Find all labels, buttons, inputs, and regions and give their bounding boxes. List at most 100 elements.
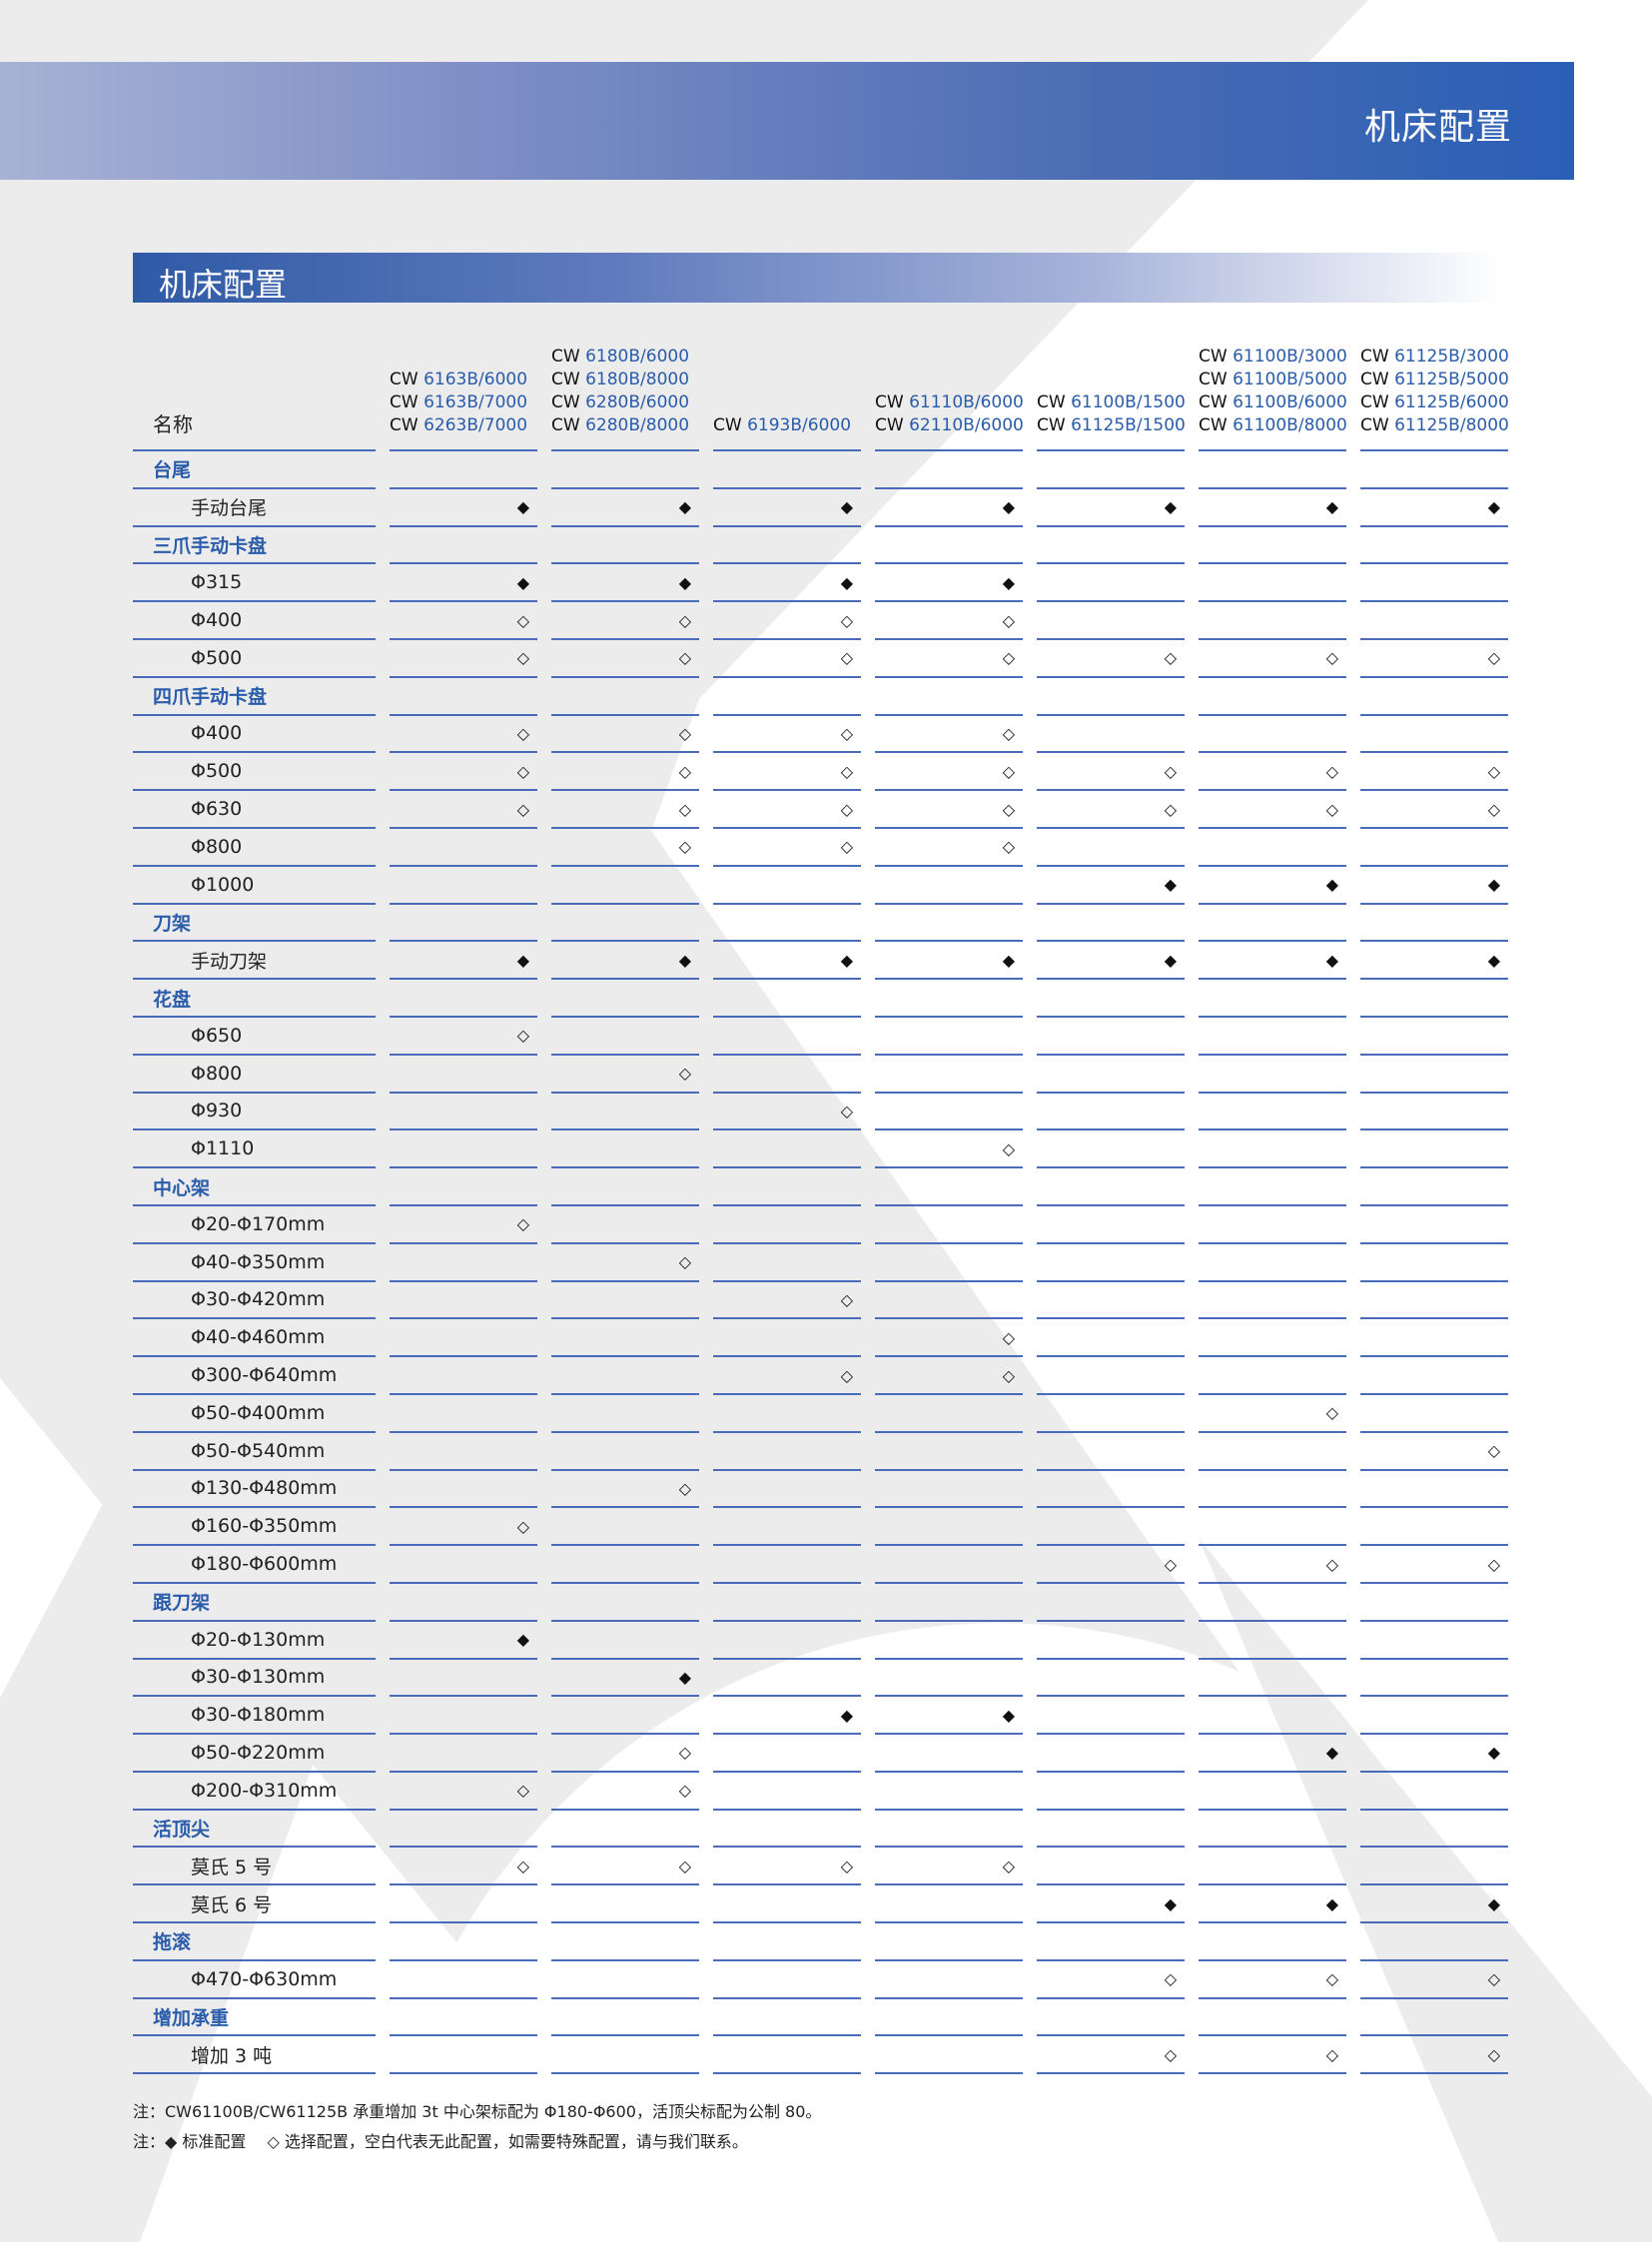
empty-cell xyxy=(1360,716,1508,754)
empty-cell xyxy=(875,678,1023,716)
item-label: Φ800 xyxy=(133,829,376,867)
item-label: Φ160-Φ350mm xyxy=(133,1508,376,1547)
model-prefix: CW xyxy=(1037,392,1072,412)
standard-config-icon: ◆ xyxy=(1037,1885,1185,1924)
table-row: Φ400 ◇ ◇ ◇ ◇ xyxy=(133,716,1508,754)
empty-cell xyxy=(1037,1282,1185,1320)
optional-config-icon: ◇ xyxy=(390,791,537,829)
empty-cell xyxy=(1199,451,1346,489)
empty-cell xyxy=(1360,1319,1508,1358)
section-row: 中心架 xyxy=(133,1168,1508,1206)
empty-cell xyxy=(875,1206,1023,1244)
empty-cell xyxy=(1360,1999,1508,2037)
optional-config-icon: ◇ xyxy=(1037,791,1185,829)
empty-cell xyxy=(713,1319,861,1358)
table-row: Φ1110 ◇ xyxy=(133,1130,1508,1169)
table-row: 莫氏 5 号 ◇ ◇ ◇ ◇ xyxy=(133,1848,1508,1886)
optional-config-icon: ◇ xyxy=(875,1848,1023,1886)
model-name: CW 6180B/8000 xyxy=(551,369,699,391)
empty-cell xyxy=(875,867,1023,905)
model-prefix: CW xyxy=(551,392,586,412)
empty-cell xyxy=(1360,829,1508,867)
empty-cell xyxy=(1037,1206,1185,1244)
empty-cell xyxy=(1037,678,1185,716)
empty-cell xyxy=(1199,1773,1346,1811)
empty-cell xyxy=(1360,1923,1508,1961)
empty-cell xyxy=(875,1773,1023,1811)
empty-cell xyxy=(1037,1433,1185,1471)
optional-config-icon: ◇ xyxy=(390,1848,537,1886)
model-prefix: CW xyxy=(551,370,586,389)
empty-cell xyxy=(1360,1094,1508,1131)
model-number: 6280B/8000 xyxy=(585,415,690,435)
table-row: Φ650 ◇ xyxy=(133,1018,1508,1056)
item-label: Φ40-Φ460mm xyxy=(133,1319,376,1358)
empty-cell xyxy=(1199,1130,1346,1169)
model-number: 6193B/6000 xyxy=(747,415,852,435)
config-table: 名称 CW 6163B/6000 CW 6163B/7000 CW 6263B/70… xyxy=(133,340,1509,2075)
empty-cell xyxy=(875,1584,1023,1622)
empty-cell xyxy=(1199,1094,1346,1131)
empty-cell xyxy=(1360,1697,1508,1736)
optional-config-icon: ◇ xyxy=(390,1508,537,1547)
table-row: Φ500 ◇ ◇ ◇ ◇ ◇ ◇ ◇ xyxy=(133,753,1508,792)
empty-cell xyxy=(1360,1584,1508,1622)
item-label: Φ20-Φ130mm xyxy=(133,1622,376,1660)
item-label: Φ30-Φ180mm xyxy=(133,1697,376,1736)
model-column-header: CW 61110B/6000 CW 62110B/6000 xyxy=(875,391,1024,451)
empty-cell xyxy=(390,1471,537,1509)
empty-cell xyxy=(1360,1130,1508,1169)
model-name: CW 6163B/7000 xyxy=(390,391,537,414)
empty-cell xyxy=(1199,564,1346,603)
empty-cell xyxy=(390,1056,537,1094)
item-label: 莫氏 6 号 xyxy=(133,1885,376,1924)
table-row: Φ1000 ◆ ◆ ◆ xyxy=(133,867,1508,905)
optional-config-icon: ◇ xyxy=(551,753,699,792)
empty-cell xyxy=(1199,1357,1346,1395)
empty-cell xyxy=(390,1923,537,1961)
empty-cell xyxy=(1199,527,1346,565)
model-number: 6163B/7000 xyxy=(423,392,528,412)
item-label: Φ130-Φ480mm xyxy=(133,1471,376,1509)
empty-cell xyxy=(390,867,537,905)
model-name: CW 61100B/1500 xyxy=(1037,391,1186,414)
model-number: 6163B/6000 xyxy=(423,370,528,389)
item-label: Φ1110 xyxy=(133,1130,376,1169)
empty-cell xyxy=(390,2036,537,2075)
empty-cell xyxy=(390,1244,537,1282)
empty-cell xyxy=(551,1584,699,1622)
empty-cell xyxy=(390,1357,537,1395)
model-prefix: CW xyxy=(1199,392,1234,412)
empty-cell xyxy=(713,1923,861,1961)
model-column-header: CW 6163B/6000 CW 6163B/7000 CW 6263B/7000 xyxy=(390,369,537,451)
item-label: Φ650 xyxy=(133,1018,376,1056)
optional-config-icon: ◇ xyxy=(1037,2036,1185,2075)
empty-cell xyxy=(713,1773,861,1811)
optional-config-icon: ◇ xyxy=(713,640,861,678)
optional-config-icon: ◇ xyxy=(875,1319,1023,1358)
standard-config-icon: ◆ xyxy=(551,942,699,981)
empty-cell xyxy=(1199,829,1346,867)
optional-config-icon: ◇ xyxy=(1199,1395,1346,1433)
item-label: 增加 3 吨 xyxy=(133,2036,376,2075)
empty-cell xyxy=(1360,1282,1508,1320)
model-name: CW 61100B/3000 xyxy=(1199,346,1347,369)
empty-cell xyxy=(1360,1056,1508,1094)
empty-cell xyxy=(713,1811,861,1849)
empty-cell xyxy=(551,1811,699,1849)
item-label: Φ400 xyxy=(133,716,376,754)
table-row: Φ200-Φ310mm ◇ ◇ xyxy=(133,1773,1508,1811)
model-name: CW 6280B/6000 xyxy=(551,391,699,414)
empty-cell xyxy=(1360,905,1508,943)
optional-config-icon: ◇ xyxy=(551,716,699,754)
optional-config-icon: ◇ xyxy=(390,640,537,678)
empty-cell xyxy=(1199,1660,1346,1698)
standard-config-icon: ◆ xyxy=(1199,942,1346,981)
model-prefix: CW xyxy=(390,370,424,389)
empty-cell xyxy=(875,1546,1023,1584)
empty-cell xyxy=(390,1433,537,1471)
item-label: Φ630 xyxy=(133,791,376,829)
optional-config-icon: ◇ xyxy=(551,829,699,867)
empty-cell xyxy=(1037,564,1185,603)
